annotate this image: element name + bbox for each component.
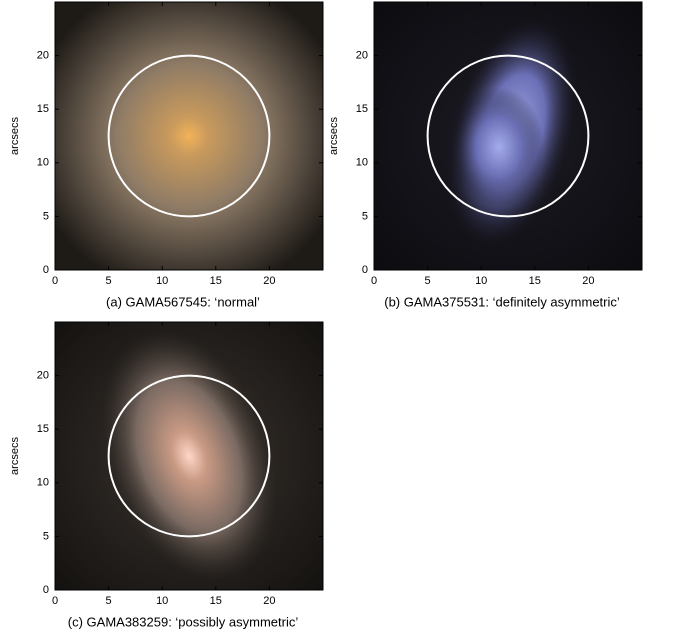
y-tick-label: 10 xyxy=(37,157,49,169)
y-tick-label: 0 xyxy=(43,584,49,596)
x-tick-label: 10 xyxy=(156,595,168,607)
x-tick-label: 0 xyxy=(52,595,58,607)
aperture-circle xyxy=(107,374,271,538)
x-tick-label: 20 xyxy=(263,595,275,607)
y-tick-label: 15 xyxy=(37,103,49,115)
x-tick-label: 5 xyxy=(106,595,112,607)
y-tick-label: 10 xyxy=(356,157,368,169)
y-tick-label: 20 xyxy=(356,50,368,62)
image-group xyxy=(374,2,642,270)
axes-frame xyxy=(373,1,643,271)
y-tick-label: 20 xyxy=(37,50,49,62)
x-tick-label: 10 xyxy=(475,275,487,287)
caption: (a) GAMA567545: ‘normal’ xyxy=(106,294,260,309)
y-tick-label: 15 xyxy=(37,423,49,435)
x-tick-label: 20 xyxy=(582,275,594,287)
y-tick-label: 5 xyxy=(362,210,368,222)
image-group xyxy=(55,322,323,590)
aperture-circle xyxy=(426,54,590,218)
x-tick-label: 0 xyxy=(52,275,58,287)
y-axis-label: arcsecs xyxy=(9,117,21,155)
y-tick-label: 20 xyxy=(37,370,49,382)
image-group xyxy=(55,2,323,270)
x-tick-label: 5 xyxy=(425,275,431,287)
x-tick-label: 10 xyxy=(156,275,168,287)
x-tick-label: 15 xyxy=(529,275,541,287)
axes-frame xyxy=(54,321,324,591)
x-tick-label: 15 xyxy=(210,595,222,607)
x-tick-label: 15 xyxy=(210,275,222,287)
y-tick-label: 0 xyxy=(43,264,49,276)
galaxy-blob xyxy=(454,87,544,207)
y-tick-label: 5 xyxy=(43,210,49,222)
galaxy-blob xyxy=(101,330,277,582)
y-tick-label: 10 xyxy=(37,477,49,489)
y-axis-label: arcsecs xyxy=(328,117,340,155)
galaxy-image xyxy=(55,2,323,270)
caption: (b) GAMA375531: ‘definitely asymmetric’ xyxy=(384,294,620,309)
x-tick-label: 5 xyxy=(106,275,112,287)
y-tick-label: 15 xyxy=(356,103,368,115)
y-tick-label: 5 xyxy=(43,530,49,542)
aperture-circle xyxy=(107,54,271,218)
y-axis-label: arcsecs xyxy=(9,437,21,475)
y-tick-label: 0 xyxy=(362,264,368,276)
axes-frame xyxy=(54,1,324,271)
x-tick-label: 20 xyxy=(263,275,275,287)
caption: (c) GAMA383259: ‘possibly asymmetric’ xyxy=(68,614,299,629)
x-tick-label: 0 xyxy=(371,275,377,287)
